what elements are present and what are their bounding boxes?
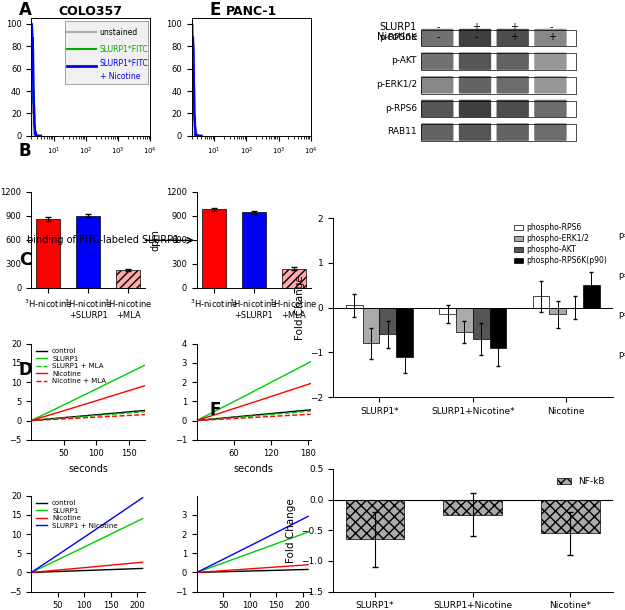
Bar <box>421 30 576 46</box>
Text: p-RPS6K: p-RPS6K <box>379 32 417 41</box>
Y-axis label: Ca$^{2+}$ flux [ Δ RFU normalised]: Ca$^{2+}$ flux [ Δ RFU normalised] <box>0 475 4 610</box>
FancyBboxPatch shape <box>496 123 529 141</box>
FancyBboxPatch shape <box>459 76 491 93</box>
Bar <box>444 500 502 515</box>
Text: binding of FITC-labeled SLURP1: binding of FITC-labeled SLURP1 <box>27 235 179 245</box>
Y-axis label: Ca$^{2+}$ flux [ Δ RFU normalised]: Ca$^{2+}$ flux [ Δ RFU normalised] <box>0 323 4 461</box>
FancyBboxPatch shape <box>534 52 567 70</box>
Text: +: + <box>548 32 556 42</box>
Text: p=0.211: p=0.211 <box>618 231 625 240</box>
Y-axis label: dpm: dpm <box>151 229 161 251</box>
Bar <box>362 307 379 343</box>
Text: -: - <box>474 32 478 42</box>
Legend: control, SLURP1, Nicotine, SLURP1 + Nicotine: control, SLURP1, Nicotine, SLURP1 + Nico… <box>35 499 119 530</box>
Legend: NF-kB: NF-kB <box>554 473 608 490</box>
Bar <box>36 219 61 288</box>
Text: +: + <box>510 32 518 42</box>
X-axis label: seconds: seconds <box>234 464 274 474</box>
Bar <box>439 307 456 314</box>
FancyBboxPatch shape <box>496 76 529 93</box>
Text: B: B <box>19 142 31 160</box>
Text: RAB11: RAB11 <box>388 127 417 136</box>
Bar <box>472 307 489 339</box>
Text: +: + <box>510 22 518 32</box>
FancyBboxPatch shape <box>459 29 491 46</box>
Text: D: D <box>19 361 32 379</box>
FancyBboxPatch shape <box>534 123 567 141</box>
Bar <box>202 209 226 288</box>
FancyBboxPatch shape <box>496 52 529 70</box>
FancyBboxPatch shape <box>421 76 454 93</box>
Text: -: - <box>437 32 440 42</box>
Bar <box>396 307 413 357</box>
Title: PANC-1: PANC-1 <box>226 5 277 18</box>
Text: E: E <box>209 1 221 20</box>
Text: -: - <box>550 22 554 32</box>
Y-axis label: Fold Change: Fold Change <box>294 275 304 340</box>
Text: Nicotine: Nicotine <box>377 32 417 42</box>
FancyBboxPatch shape <box>534 100 567 117</box>
Text: C: C <box>19 251 31 270</box>
Title: COLO357: COLO357 <box>59 5 122 18</box>
Text: p-AKT: p-AKT <box>391 56 417 65</box>
Text: A: A <box>19 1 32 20</box>
Text: p-ERK1/2: p-ERK1/2 <box>376 80 417 89</box>
Bar <box>489 307 506 348</box>
Bar <box>421 53 576 70</box>
Bar <box>421 101 576 117</box>
Bar <box>242 212 266 288</box>
Bar <box>583 285 600 307</box>
Text: F: F <box>209 401 221 419</box>
Text: p=0.043: p=0.043 <box>618 310 625 319</box>
Bar <box>456 307 472 332</box>
Text: +: + <box>472 22 480 32</box>
Bar <box>541 500 600 533</box>
Text: p=0.033: p=0.033 <box>618 350 625 359</box>
FancyBboxPatch shape <box>496 100 529 117</box>
Bar <box>549 307 566 314</box>
FancyBboxPatch shape <box>421 123 454 141</box>
Text: p-RPS6: p-RPS6 <box>385 104 417 112</box>
FancyBboxPatch shape <box>421 29 454 46</box>
FancyBboxPatch shape <box>459 123 491 141</box>
Y-axis label: Fold Change: Fold Change <box>286 498 296 562</box>
Bar <box>421 124 576 141</box>
FancyBboxPatch shape <box>534 29 567 46</box>
FancyBboxPatch shape <box>459 100 491 117</box>
FancyBboxPatch shape <box>421 52 454 70</box>
FancyBboxPatch shape <box>459 52 491 70</box>
Bar <box>282 268 306 288</box>
Bar <box>76 216 100 288</box>
Bar <box>379 307 396 334</box>
Legend: phospho-RPS6, phospho-ERK1/2, phospho-AKT, phospho-RPS6K(p90): phospho-RPS6, phospho-ERK1/2, phospho-AK… <box>512 222 609 267</box>
Legend: control, SLURP1, SLURP1 + MLA, Nicotine, Nicotine + MLA: control, SLURP1, SLURP1 + MLA, Nicotine,… <box>35 347 108 386</box>
Text: p=0.015: p=0.015 <box>618 271 625 280</box>
Bar <box>346 306 362 307</box>
Bar <box>421 77 576 93</box>
FancyBboxPatch shape <box>496 29 529 46</box>
Bar <box>532 296 549 307</box>
Text: SLURP1: SLURP1 <box>379 22 417 32</box>
X-axis label: seconds: seconds <box>68 464 108 474</box>
FancyBboxPatch shape <box>421 100 454 117</box>
Bar <box>346 500 404 539</box>
Text: -: - <box>437 22 440 32</box>
FancyBboxPatch shape <box>534 76 567 93</box>
Bar <box>116 270 140 288</box>
